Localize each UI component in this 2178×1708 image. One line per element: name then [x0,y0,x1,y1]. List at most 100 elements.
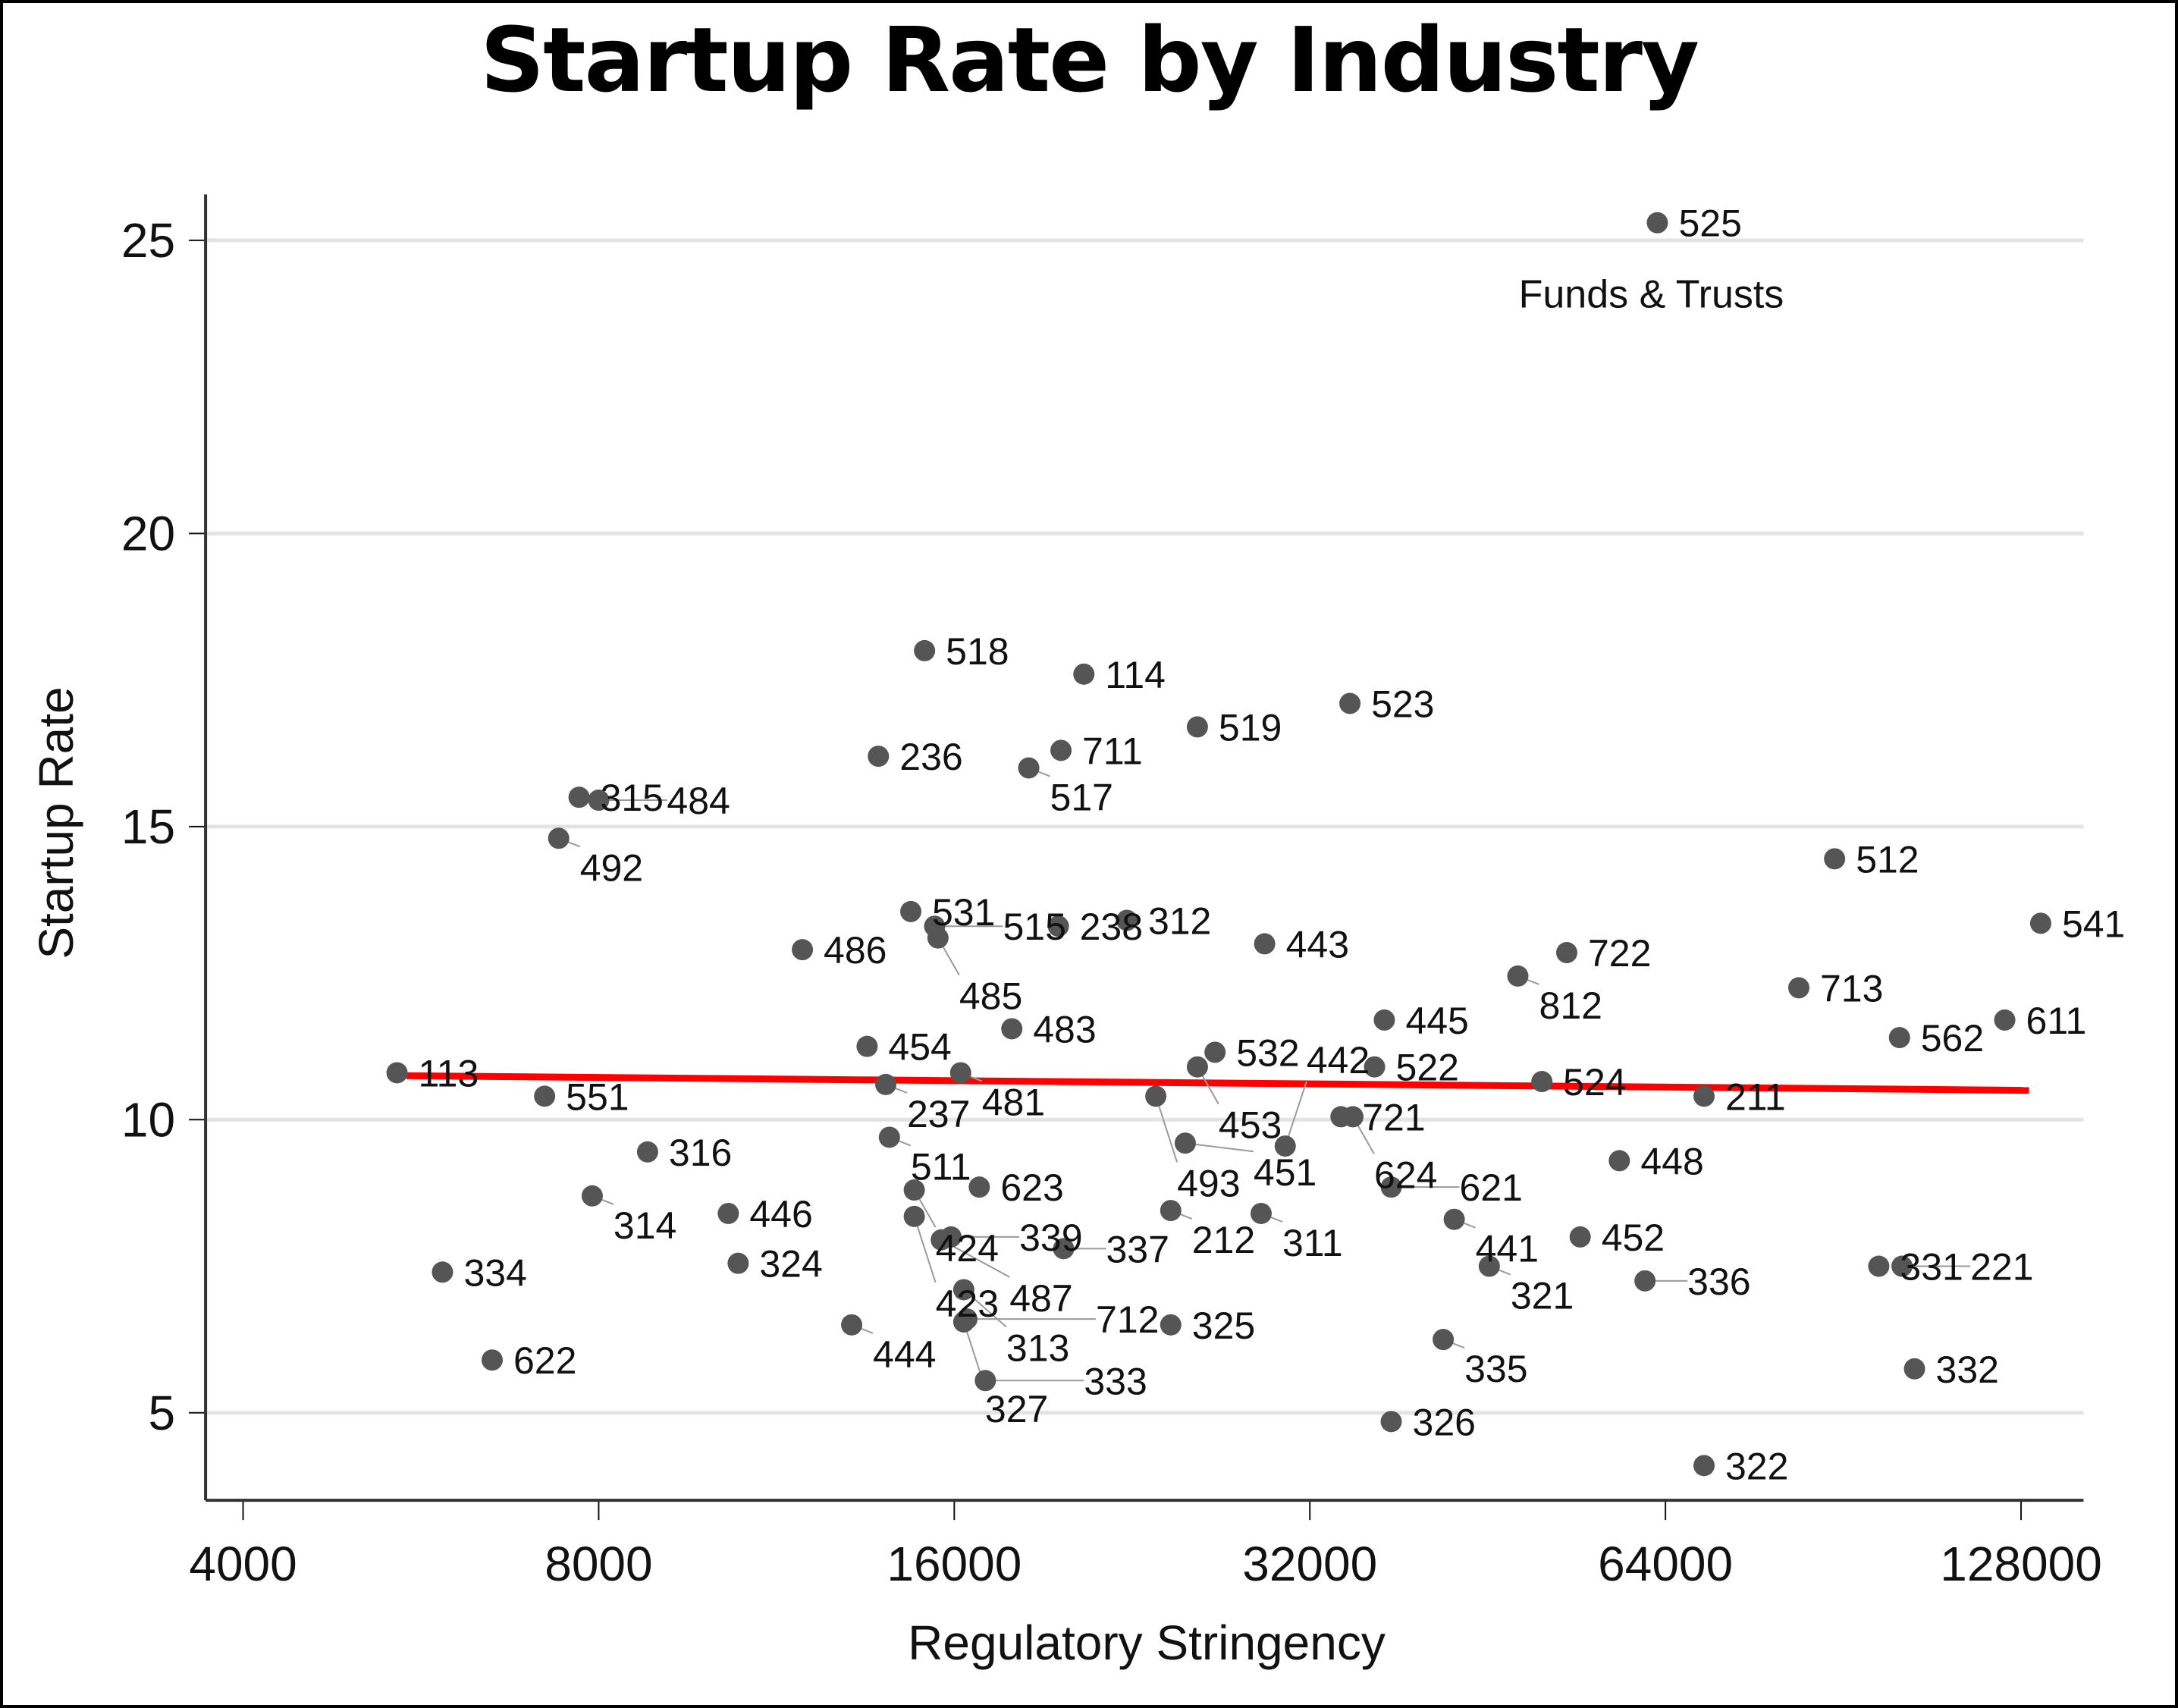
annotation-funds-trusts: Funds & Trusts [1519,273,1784,317]
point-label-454: 454 [888,1026,951,1069]
point-label-211: 211 [1725,1075,1786,1118]
point-label-424: 424 [936,1227,999,1270]
data-point-624 [1342,1106,1364,1128]
point-label-326: 326 [1413,1401,1476,1443]
data-point-551 [534,1085,556,1107]
point-label-452: 452 [1602,1217,1665,1259]
point-label-445: 445 [1405,1000,1468,1042]
point-label-321: 321 [1511,1275,1574,1317]
axes [189,194,2084,1521]
data-point-313 [952,1279,974,1301]
chart-title: Startup Rate by Industry [480,8,1699,112]
point-label-492: 492 [580,846,643,889]
data-point-517 [1018,757,1040,779]
data-point-336 [1634,1270,1656,1292]
data-point-523 [1339,692,1361,714]
data-point-324 [727,1252,749,1274]
point-label-512: 512 [1856,838,1919,881]
point-label-333: 333 [1084,1360,1147,1402]
y-tick-label: 15 [121,799,175,854]
point-label-337: 337 [1106,1228,1169,1270]
point-label-812: 812 [1539,984,1602,1027]
data-point-493 [1145,1085,1167,1107]
data-point-511 [878,1126,900,1148]
data-point-722 [1555,942,1577,964]
data-point-331 [1868,1255,1890,1277]
point-label-114: 114 [1105,654,1166,696]
point-label-531: 531 [932,891,995,934]
data-point-454 [856,1035,878,1057]
point-label-316: 316 [669,1132,732,1174]
data-point-483 [1001,1018,1023,1040]
point-label-441: 441 [1476,1228,1539,1270]
point-label-324: 324 [759,1243,822,1286]
point-label-238: 238 [1080,906,1143,948]
point-label-515: 515 [1003,906,1065,948]
data-point-481 [949,1062,971,1084]
data-point-448 [1608,1150,1630,1172]
fit-line-group [406,1072,2029,1094]
data-point-611 [1994,1009,2016,1031]
data-point-446 [717,1202,739,1224]
point-labels: Funds & Trusts 525 518 114 523 519 711 236 517 31… [419,203,2126,1488]
data-point-424 [903,1179,925,1201]
point-label-446: 446 [749,1193,812,1235]
point-label-624: 624 [1374,1154,1437,1196]
point-label-532: 532 [1236,1031,1299,1074]
y-tick-label: 10 [121,1092,175,1147]
point-label-487: 487 [1009,1277,1072,1320]
gridlines [206,238,2084,1415]
data-point-441 [1443,1208,1465,1230]
data-point-713 [1787,977,1809,999]
x-tick-label: 8000 [544,1537,652,1591]
point-label-621: 621 [1460,1166,1523,1209]
data-point-484 [588,790,610,812]
point-label-525: 525 [1678,203,1741,245]
point-label-113: 113 [419,1052,479,1094]
data-point-519 [1186,716,1208,738]
data-point-314 [581,1185,603,1207]
data-point-452 [1569,1226,1591,1248]
leader-line-451 [1185,1142,1254,1153]
data-point-113 [386,1062,408,1084]
point-label-312: 312 [1148,900,1211,942]
data-point-333 [974,1370,996,1392]
point-label-523: 523 [1371,683,1434,726]
point-label-551: 551 [566,1075,629,1118]
point-label-484: 484 [667,780,730,822]
point-label-443: 443 [1286,923,1349,965]
data-point-335 [1433,1329,1455,1351]
data-point-236 [868,746,890,768]
data-point-212 [1160,1200,1182,1222]
data-point-712 [956,1308,978,1330]
data-point-312 [1116,909,1138,931]
point-label-483: 483 [1033,1008,1096,1050]
point-label-451: 451 [1254,1151,1317,1194]
data-point-444 [841,1314,863,1336]
x-tick-label: 64000 [1598,1537,1733,1591]
point-label-712: 712 [1096,1298,1159,1341]
data-point-325 [1160,1314,1182,1336]
point-label-623: 623 [1000,1166,1063,1209]
x-tick-label: 16000 [887,1537,1022,1591]
data-point-334 [432,1261,453,1283]
point-label-453: 453 [1219,1104,1282,1147]
point-label-315: 315 [601,777,664,819]
data-point-238 [1047,915,1069,937]
data-point-453 [1186,1056,1208,1078]
data-point-522 [1364,1056,1386,1078]
point-label-442: 442 [1307,1039,1370,1082]
y-tick-label: 20 [121,506,175,560]
point-label-336: 336 [1687,1261,1750,1303]
data-point-532 [1204,1041,1226,1063]
point-label-541: 541 [2062,903,2125,945]
data-point-315 [568,786,590,808]
point-label-212: 212 [1192,1219,1255,1261]
data-point-316 [636,1141,658,1163]
point-label-444: 444 [873,1333,936,1376]
point-label-562: 562 [1921,1017,1984,1060]
x-tick-label: 4000 [189,1537,297,1591]
data-point-512 [1824,848,1846,870]
point-label-524: 524 [1563,1061,1626,1104]
